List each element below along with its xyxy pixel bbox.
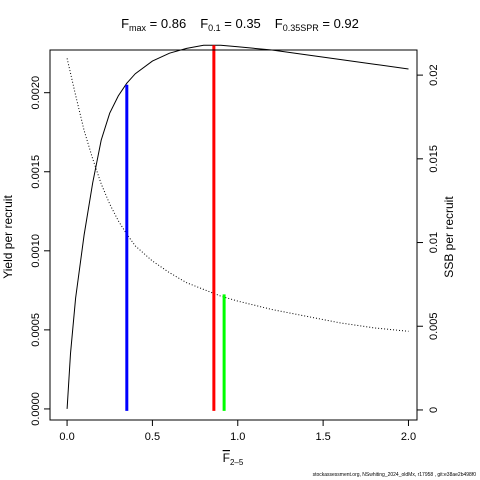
x-label-main: F xyxy=(223,451,230,465)
y-axis-left: 0.0000 0.0005 0.0010 0.0015 0.0020 xyxy=(30,76,50,426)
x-tick-label: 0.0 xyxy=(59,431,74,443)
title-value: = 0.92 xyxy=(319,16,359,31)
x-tick-label: 2.0 xyxy=(401,431,416,443)
plot-frame xyxy=(49,49,418,421)
y2-tick-label: 0.01 xyxy=(428,232,440,253)
title-value: = 0.86 xyxy=(146,16,186,31)
title-subscript: 0.1 xyxy=(208,23,221,33)
x-tick-label: 1.5 xyxy=(315,431,330,443)
x-axis-label: F2–5 xyxy=(223,451,244,467)
title-subscript: max xyxy=(129,23,147,33)
x-tick-label: 0.5 xyxy=(145,431,160,443)
y-tick-label: 0.0010 xyxy=(30,234,42,268)
x-axis: 0.0 0.5 1.0 1.5 2.0 xyxy=(59,419,416,443)
y-axis-label: Yield per recruit xyxy=(1,195,15,279)
footer-text: stockassessment.org, NSwhiting_2024_oldM… xyxy=(313,472,477,478)
y-axis-right: 0 0.005 0.01 0.015 0.02 xyxy=(417,64,440,413)
y-tick-label: 0.0005 xyxy=(30,313,42,347)
x-tick-label: 1.0 xyxy=(230,431,245,443)
title-part: F xyxy=(275,16,283,31)
yield-per-recruit-line xyxy=(66,44,409,409)
title-subscript: 0.35SPR xyxy=(283,23,320,33)
title-part: F xyxy=(200,16,208,31)
ssb-per-recruit-line xyxy=(66,58,409,332)
y-tick-label: 0.0000 xyxy=(30,392,42,426)
x-label-subscript: 2–5 xyxy=(230,458,244,467)
y2-tick-label: 0 xyxy=(428,407,440,413)
y2-tick-label: 0.015 xyxy=(428,145,440,173)
y2-tick-label: 0.02 xyxy=(428,64,440,85)
title-value: = 0.35 xyxy=(221,16,261,31)
y2-tick-label: 0.005 xyxy=(428,312,440,340)
title-part: F xyxy=(121,16,129,31)
y2-axis-label: SSB per recruit xyxy=(442,196,456,278)
y-tick-label: 0.0020 xyxy=(30,76,42,110)
chart-title: Fmax = 0.86 F0.1 = 0.35 F0.35SPR = 0.92 xyxy=(121,16,359,33)
y-tick-label: 0.0015 xyxy=(30,155,42,189)
